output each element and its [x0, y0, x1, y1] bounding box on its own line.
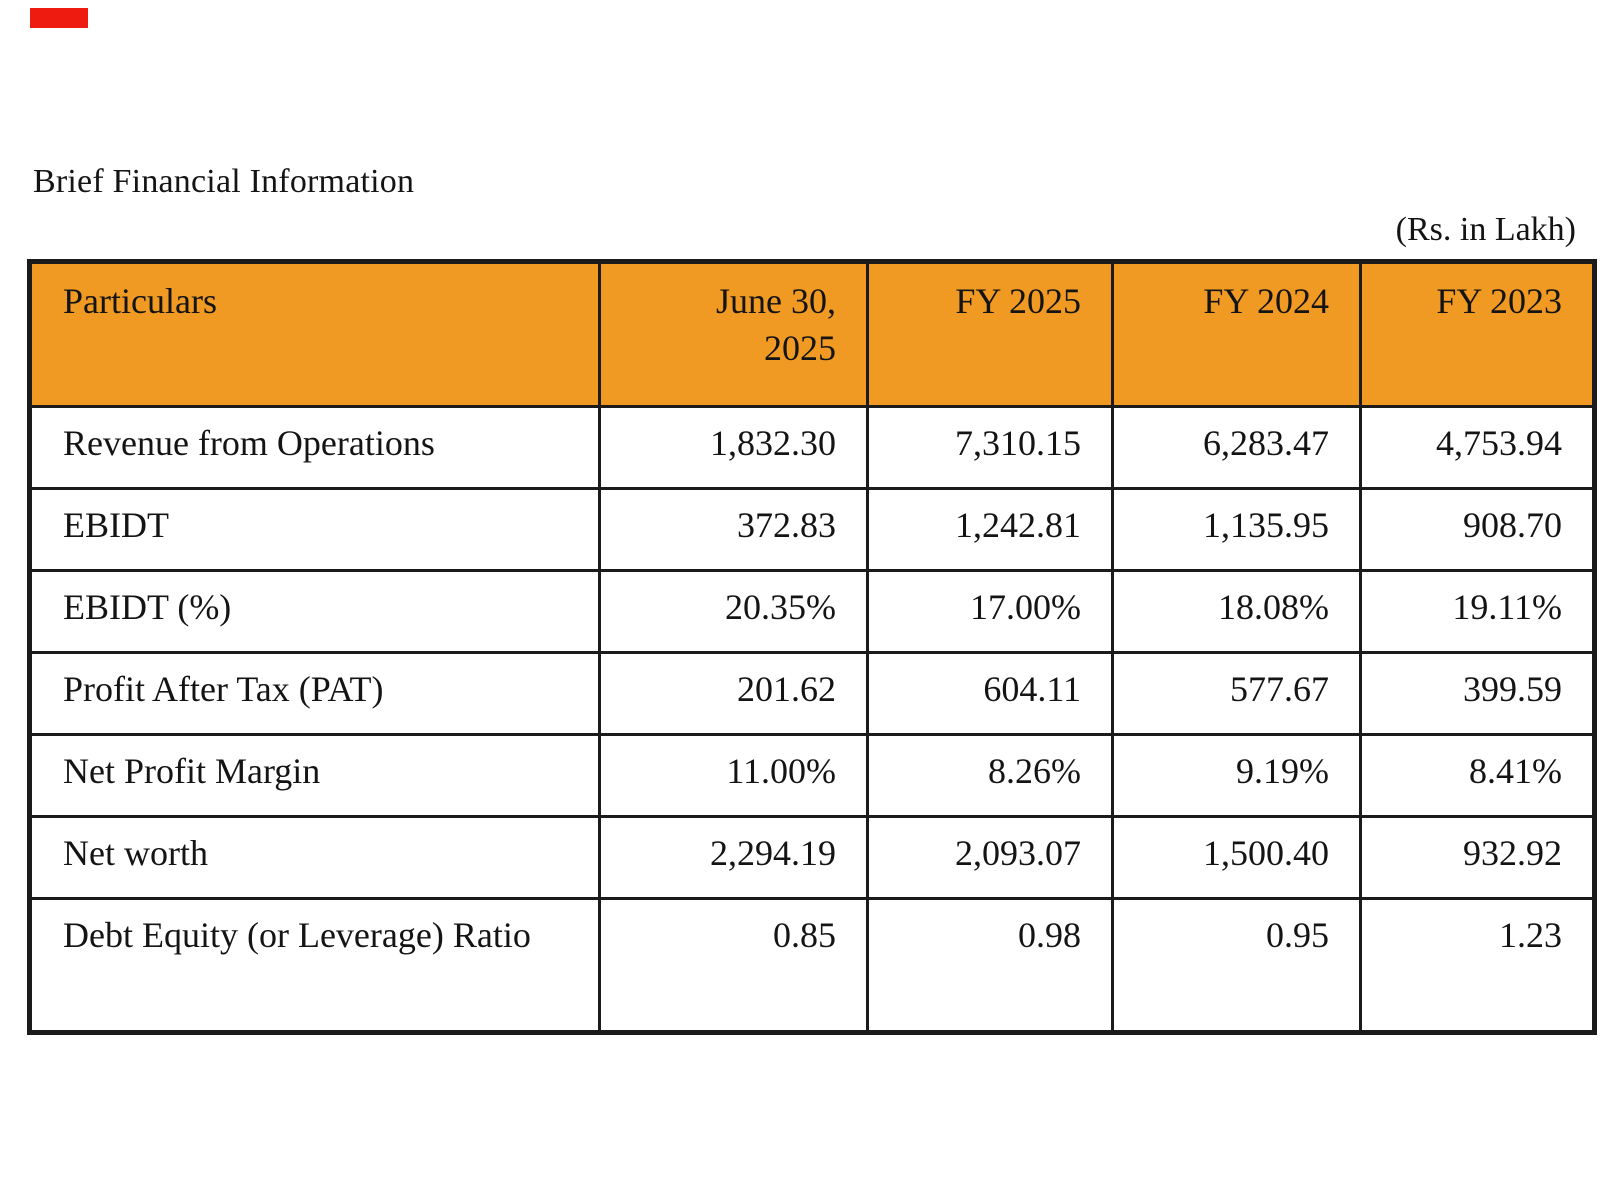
value-cell: 932.92: [1359, 815, 1596, 900]
value-cell: 0.85: [598, 897, 869, 1034]
value-cell: 0.98: [866, 897, 1114, 1034]
column-header-fy-2024: FY 2024: [1111, 260, 1362, 408]
value-cell: 0.95: [1111, 897, 1362, 1034]
row-label-cell: Debt Equity (or Leverage) Ratio: [28, 897, 601, 1034]
value-cell: 20.35%: [598, 569, 869, 654]
column-header-june-30-2025: June 30, 2025: [598, 260, 869, 408]
value-cell: 1,242.81: [866, 487, 1114, 572]
value-cell: 201.62: [598, 651, 869, 736]
value-cell: 908.70: [1359, 487, 1596, 572]
value-cell: 7,310.15: [866, 405, 1114, 490]
value-cell: 577.67: [1111, 651, 1362, 736]
value-cell: 2,294.19: [598, 815, 869, 900]
value-cell: 11.00%: [598, 733, 869, 818]
row-label-cell: EBIDT: [28, 487, 601, 572]
column-header-fy-2025: FY 2025: [866, 260, 1114, 408]
table-row-revenue: Revenue from Operations 1,832.30 7,310.1…: [28, 405, 1596, 490]
value-cell: 1.23: [1359, 897, 1596, 1034]
value-cell: 1,135.95: [1111, 487, 1362, 572]
table-row-pat: Profit After Tax (PAT) 201.62 604.11 577…: [28, 651, 1596, 736]
value-cell: 399.59: [1359, 651, 1596, 736]
table-header-row: Particulars June 30, 2025 FY 2025 FY 202…: [28, 260, 1596, 408]
financial-table: Particulars June 30, 2025 FY 2025 FY 202…: [27, 259, 1597, 1035]
column-header-particulars: Particulars: [28, 260, 601, 408]
value-cell: 17.00%: [866, 569, 1114, 654]
row-label-cell: Revenue from Operations: [28, 405, 601, 490]
value-cell: 2,093.07: [866, 815, 1114, 900]
value-cell: 1,500.40: [1111, 815, 1362, 900]
table-row-net-profit-margin: Net Profit Margin 11.00% 8.26% 9.19% 8.4…: [28, 733, 1596, 818]
table-row-ebidt: EBIDT 372.83 1,242.81 1,135.95 908.70: [28, 487, 1596, 572]
table-row-net-worth: Net worth 2,294.19 2,093.07 1,500.40 932…: [28, 815, 1596, 900]
table-row-ebidt-pct: EBIDT (%) 20.35% 17.00% 18.08% 19.11%: [28, 569, 1596, 654]
value-cell: 9.19%: [1111, 733, 1362, 818]
unit-note: (Rs. in Lakh): [1395, 211, 1576, 248]
value-cell: 6,283.47: [1111, 405, 1362, 490]
table-row-debt-equity: Debt Equity (or Leverage) Ratio 0.85 0.9…: [28, 897, 1596, 1034]
row-label-cell: Net Profit Margin: [28, 733, 601, 818]
value-cell: 1,832.30: [598, 405, 869, 490]
value-cell: 18.08%: [1111, 569, 1362, 654]
value-cell: 8.26%: [866, 733, 1114, 818]
column-header-fy-2023: FY 2023: [1359, 260, 1596, 408]
value-cell: 8.41%: [1359, 733, 1596, 818]
red-marker: [30, 8, 88, 28]
row-label-cell: Profit After Tax (PAT): [28, 651, 601, 736]
value-cell: 372.83: [598, 487, 869, 572]
row-label-cell: Net worth: [28, 815, 601, 900]
value-cell: 19.11%: [1359, 569, 1596, 654]
row-label-cell: EBIDT (%): [28, 569, 601, 654]
value-cell: 4,753.94: [1359, 405, 1596, 490]
value-cell: 604.11: [866, 651, 1114, 736]
page-title: Brief Financial Information: [33, 163, 415, 200]
